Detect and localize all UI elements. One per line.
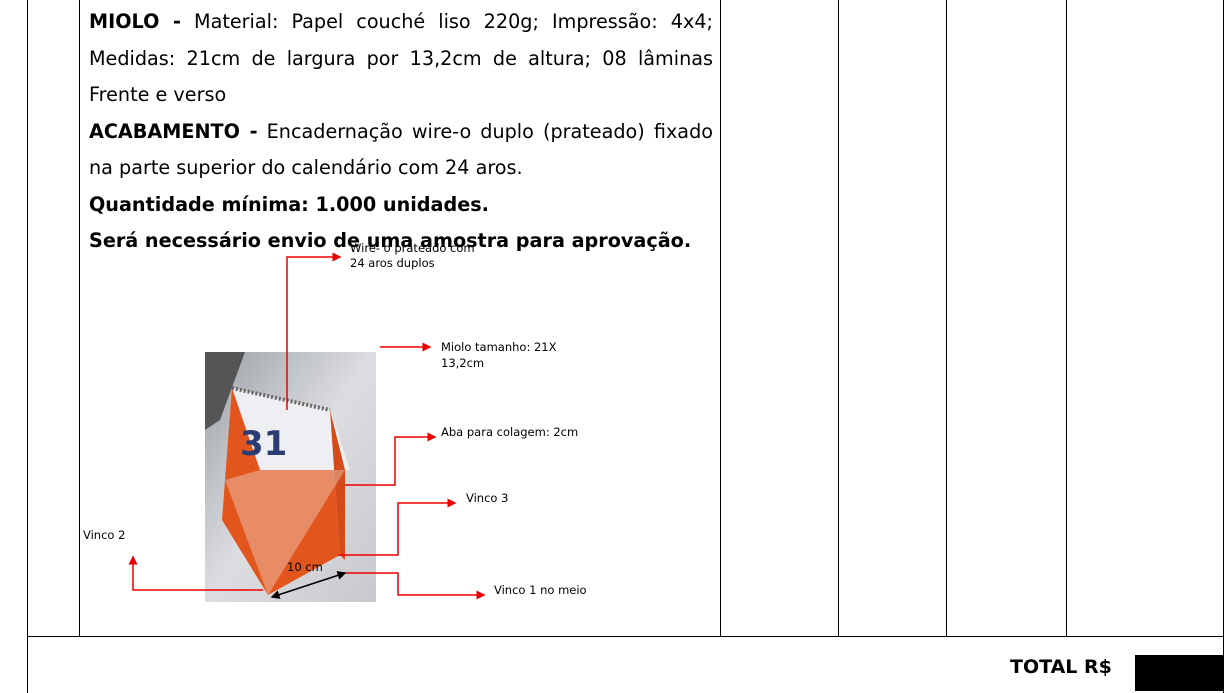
border	[79, 0, 80, 636]
annotation: Wire- o prateado com 24 aros duplos	[350, 241, 475, 270]
text: Material: Papel couché liso 220g; Impres…	[89, 10, 713, 106]
text: Miolo tamanho: 21X	[441, 340, 557, 354]
label: MIOLO -	[89, 10, 181, 33]
text: 24 aros duplos	[350, 256, 435, 270]
paragraph: MIOLO - Material: Papel couché liso 220g…	[89, 4, 713, 114]
border	[1223, 0, 1224, 693]
text: 10 cm	[287, 560, 323, 574]
border	[1066, 0, 1067, 636]
label: Quantidade mínima: 1.000 unidades.	[89, 192, 489, 216]
text: Vinco 1 no meio	[494, 583, 587, 597]
annotation: 10 cm	[287, 560, 323, 574]
svg-text:31: 31	[240, 424, 287, 464]
label: Será necessário envio de uma amostra par…	[89, 229, 692, 252]
paragraph: Será necessário envio de uma amostra par…	[89, 223, 713, 260]
annotation: Vinco 2	[83, 528, 125, 542]
label: ACABAMENTO -	[89, 119, 258, 143]
border	[838, 0, 839, 636]
text: Encadernação wire-o duplo (prateado) fix…	[89, 119, 713, 180]
paragraph: ACABAMENTO - Encadernação wire-o duplo (…	[89, 114, 713, 187]
border	[946, 0, 947, 636]
dimension-arrow	[270, 571, 347, 599]
description: MIOLO - Material: Papel couché liso 220g…	[89, 4, 713, 260]
annotation: Aba para colagem: 2cm	[441, 425, 578, 439]
photo: 31	[205, 352, 376, 602]
border	[27, 0, 28, 693]
text: Aba para colagem: 2cm	[441, 425, 578, 439]
text: Vinco 2	[83, 528, 125, 542]
annotation: Vinco 1 no meio	[494, 583, 587, 597]
total-label: TOTAL R$	[1010, 656, 1112, 678]
border	[720, 0, 721, 636]
paragraph: Quantidade mínima: 1.000 unidades.	[89, 187, 713, 224]
text: 13,2cm	[441, 356, 484, 370]
text: Wire- o prateado com	[350, 241, 475, 255]
figure: 31 Wire- o prateado com 24 aros duplos Mi…	[83, 241, 587, 602]
annotation: Vinco 3	[466, 491, 508, 505]
border	[27, 636, 1224, 637]
annotation: Miolo tamanho: 21X 13,2cm	[441, 340, 557, 370]
total-value-box	[1135, 655, 1223, 691]
arrows	[128, 252, 486, 600]
text: Vinco 3	[466, 491, 508, 505]
